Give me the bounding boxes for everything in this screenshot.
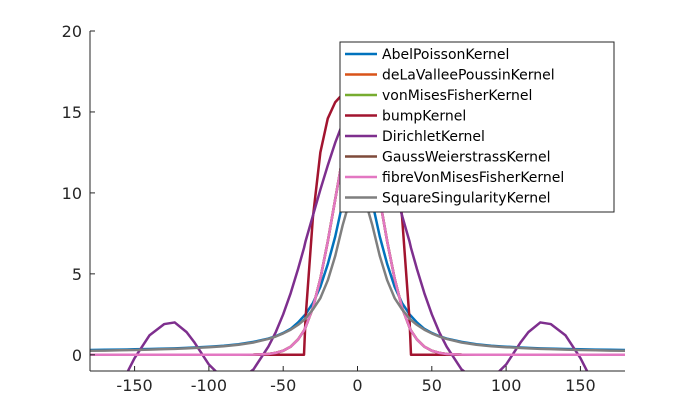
x-tick-label: 50 (422, 376, 442, 395)
x-tick-label: 100 (491, 376, 522, 395)
x-tick-label: -100 (191, 376, 227, 395)
y-tick-label: 0 (72, 346, 82, 365)
legend-label-DirichletKernel: DirichletKernel (382, 129, 485, 145)
x-tick-label: -150 (116, 376, 152, 395)
legend-label-bumpKernel: bumpKernel (382, 109, 466, 125)
legend-label-SquareSingularityKernel: SquareSingularityKernel (382, 191, 551, 207)
legend-label-GaussWeierstrassKernel: GaussWeierstrassKernel (382, 150, 550, 166)
legend-box (339, 41, 615, 213)
legend-label-deLaValleePoussinKernel: deLaValleePoussinKernel (382, 68, 555, 84)
x-tick-label: 150 (565, 376, 596, 395)
x-tick-label: 0 (352, 376, 362, 395)
x-tick-label: -50 (270, 376, 296, 395)
y-tick-label: 15 (62, 103, 82, 122)
y-tick-label: 20 (62, 22, 82, 41)
y-tick-label: 5 (72, 265, 82, 284)
legend-label-vonMisesFisherKernel: vonMisesFisherKernel (382, 88, 532, 104)
legend: AbelPoissonKernel deLaValleePoussinKernel… (339, 41, 615, 213)
y-tick-label: 10 (62, 184, 82, 203)
legend-label-AbelPoissonKernel: AbelPoissonKernel (382, 47, 509, 63)
legend-label-fibreVonMisesFisherKernel: fibreVonMisesFisherKernel (382, 170, 564, 186)
